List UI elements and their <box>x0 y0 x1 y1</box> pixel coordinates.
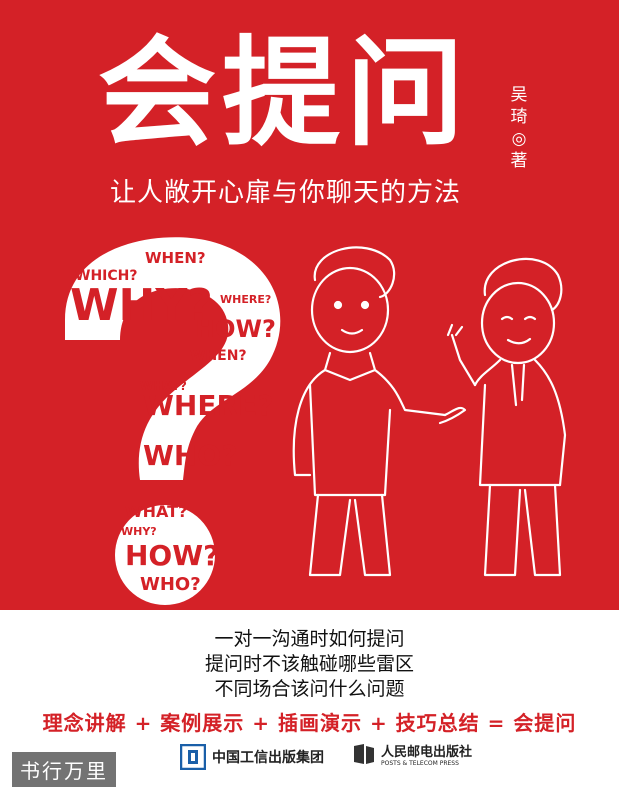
qm-word: WHO? <box>140 574 201 595</box>
qm-word: WHAT? <box>140 379 187 393</box>
publisher-group-name: 中国工信出版集团 <box>212 750 324 766</box>
qm-word: WHY? <box>121 525 157 538</box>
selling-point-2: 提问时不该触碰哪些雷区 <box>204 653 414 675</box>
qm-word: HOW? <box>125 539 219 572</box>
qm-word: WHAT? <box>125 502 187 521</box>
selling-point-3: 不同场合该问什么问题 <box>214 678 405 700</box>
qm-word: WHICH? <box>75 268 137 284</box>
watermark: 书行万里 <box>12 752 116 787</box>
publisher: 人民邮电出版社 POSTS & TELECOM PRESS <box>352 741 472 767</box>
qm-word: WHO? <box>143 439 237 472</box>
publisher-group: 中国工信出版集团 <box>180 744 324 770</box>
left-person <box>292 246 467 577</box>
formula-line: 理念讲解 + 案例展示 + 插画演示 + 技巧总结 = 会提问 <box>42 711 577 735</box>
author-credit: 吴琦◎著 <box>510 85 528 171</box>
publisher-logo-icon <box>354 744 374 764</box>
qm-word: WHEN? <box>190 348 247 364</box>
question-mark-illustration: WHICH? WHEN? WHY? HOW? WHERE? WHEN? WHAT… <box>65 237 281 605</box>
book-title: 会提问 <box>98 24 471 162</box>
qm-word: WHERE? <box>220 293 271 306</box>
qm-word: WHEN? <box>145 249 206 267</box>
book-subtitle: 让人敞开心扉与你聊天的方法 <box>110 178 462 208</box>
right-person <box>446 257 567 577</box>
qm-word: WHERE? <box>143 389 273 422</box>
qm-word: HOW? <box>195 315 276 343</box>
publisher-group-logo-icon <box>180 744 206 770</box>
publisher-name-cn: 人民邮电出版社 <box>381 745 473 760</box>
selling-point-1: 一对一沟通时如何提问 <box>214 628 405 650</box>
two-people-illustration <box>292 246 567 577</box>
qm-word: WHY? <box>70 280 213 331</box>
publisher-name-en: POSTS & TELECOM PRESS <box>381 760 459 767</box>
